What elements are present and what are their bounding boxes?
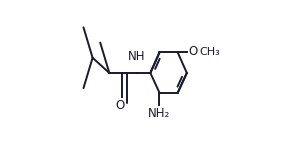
Text: O: O xyxy=(189,45,198,58)
Text: CH₃: CH₃ xyxy=(199,47,220,57)
Text: NH₂: NH₂ xyxy=(148,107,171,120)
Text: O: O xyxy=(116,99,125,112)
Text: NH: NH xyxy=(128,50,145,63)
